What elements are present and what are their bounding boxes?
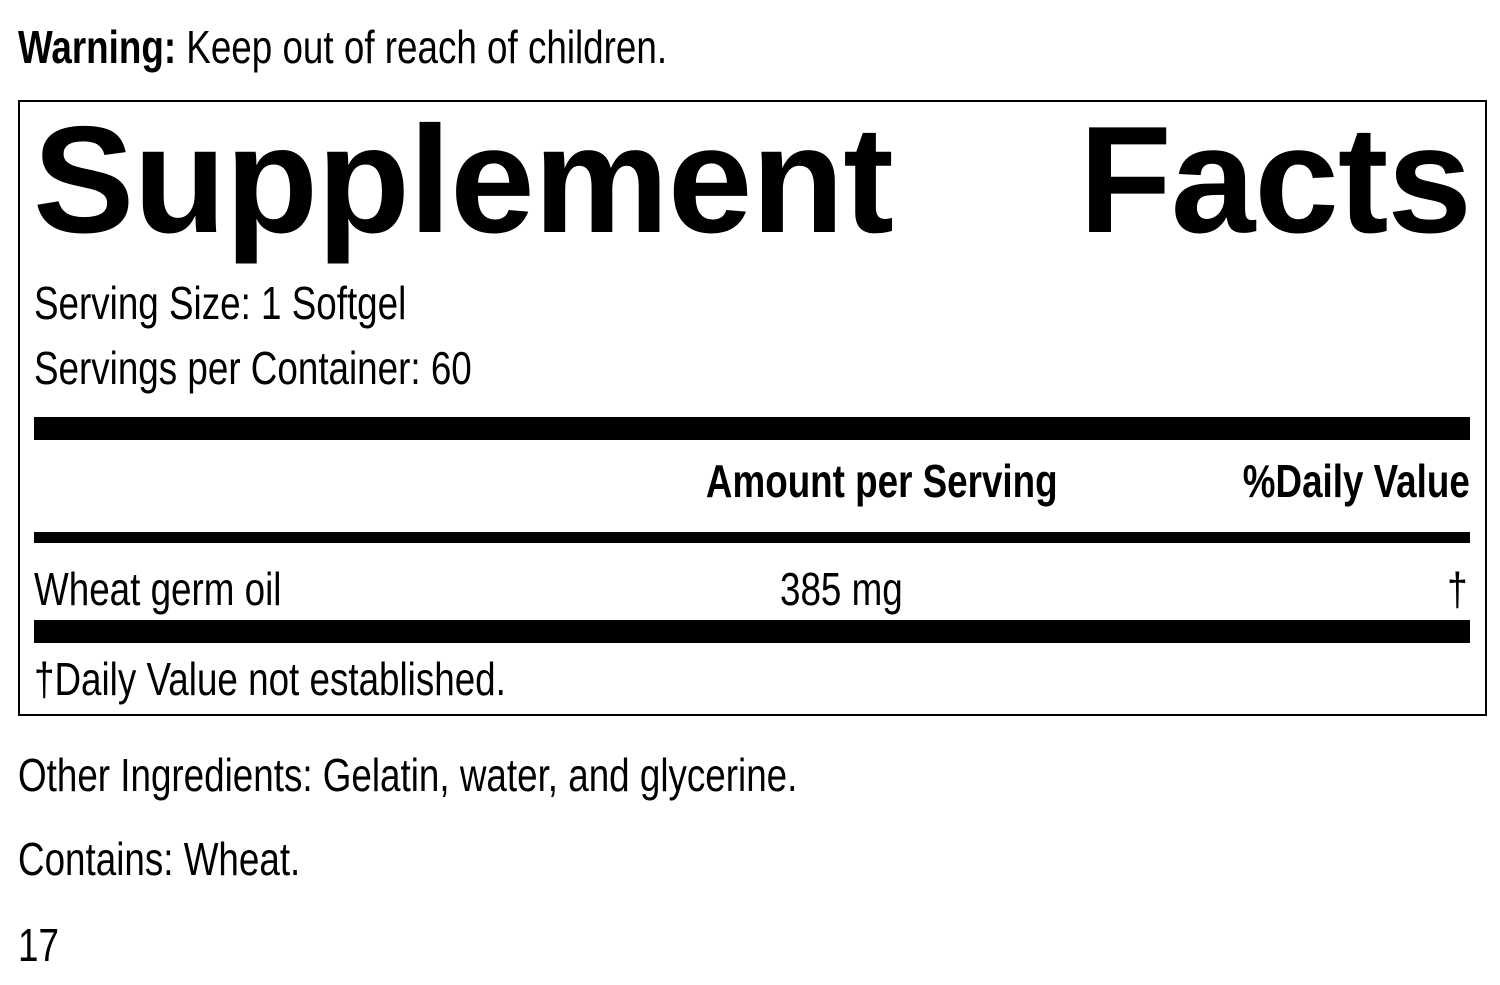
- other-ingredients: Other Ingredients: Gelatin, water, and g…: [18, 749, 798, 801]
- warning-label: Warning:: [18, 21, 177, 73]
- amount-header: Amount per Serving: [706, 455, 1058, 507]
- medium-divider: [34, 532, 1470, 543]
- thick-divider: [34, 620, 1470, 643]
- ingredient-name: Wheat germ oil: [34, 563, 282, 615]
- product-code: 17: [18, 919, 59, 971]
- title-word: Facts: [1078, 95, 1472, 265]
- panel-title: Supplement Facts: [33, 95, 1472, 265]
- footnote: †Daily Value not established.: [34, 653, 506, 705]
- ingredient-daily-value: †: [1447, 563, 1468, 615]
- warning-text: Keep out of reach of children.: [186, 21, 668, 73]
- ingredient-amount: 385 mg: [780, 563, 903, 615]
- daily-value-header: %Daily Value: [1242, 455, 1470, 507]
- servings-per-container: Servings per Container: 60: [34, 342, 472, 394]
- allergen-statement: Contains: Wheat.: [18, 833, 301, 885]
- title-word: Supplement: [33, 95, 894, 265]
- warning: Warning: Keep out of reach of children.: [18, 24, 667, 70]
- thick-divider: [34, 417, 1470, 440]
- serving-size: Serving Size: 1 Softgel: [34, 277, 407, 329]
- supplement-facts-panel: [18, 100, 1487, 716]
